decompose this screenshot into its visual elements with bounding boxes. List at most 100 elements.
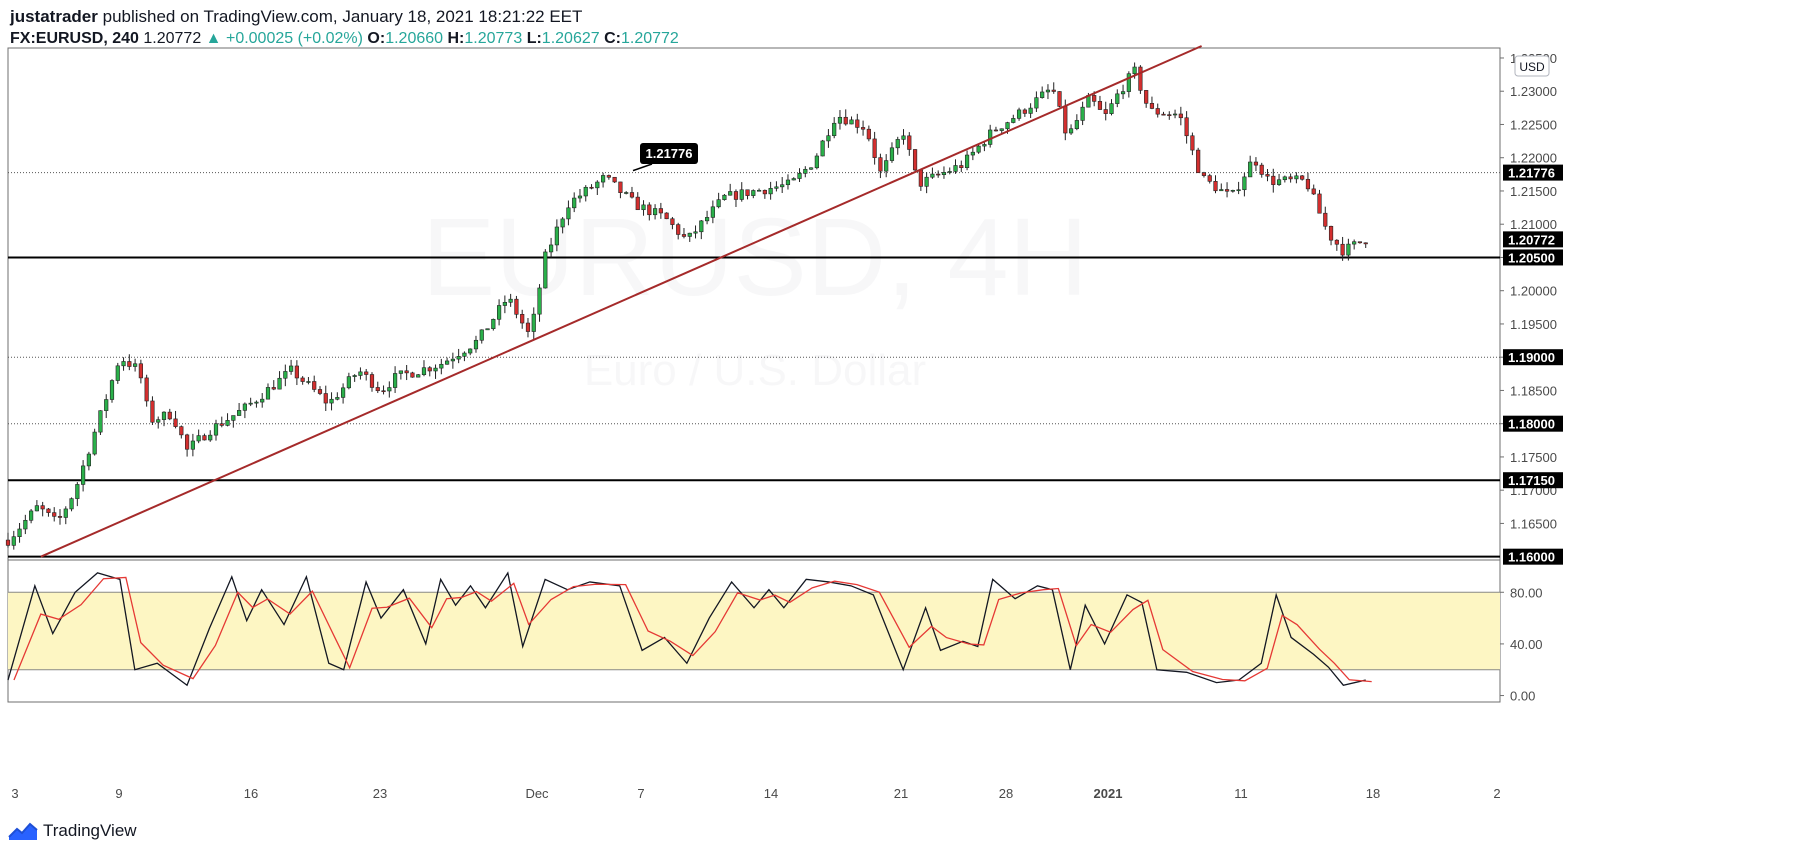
- bullish-candle: [982, 144, 987, 147]
- bullish-candle: [537, 287, 542, 315]
- oscillator-tick-label: 0.00: [1510, 689, 1535, 704]
- main-pane-frame: [7, 47, 1501, 561]
- bearish-candle: [1305, 178, 1311, 190]
- bullish-candle: [1248, 161, 1253, 178]
- bullish-candle: [1276, 179, 1282, 185]
- bullish-candle: [156, 419, 161, 423]
- bearish-candle: [1317, 193, 1322, 214]
- bearish-candle: [57, 516, 63, 518]
- bullish-candle: [231, 415, 236, 421]
- bullish-candle: [704, 217, 710, 222]
- bullish-candle: [768, 188, 773, 195]
- bearish-candle: [167, 411, 172, 420]
- bullish-candle: [1282, 176, 1287, 181]
- bullish-candle: [895, 139, 900, 149]
- bullish-candle: [445, 360, 450, 365]
- bullish-candle: [92, 431, 97, 455]
- bearish-candle: [1022, 109, 1027, 114]
- bearish-candle: [733, 191, 739, 200]
- bearish-candle: [606, 175, 611, 178]
- open-label: O:: [367, 30, 386, 47]
- bullish-candle: [109, 380, 115, 400]
- bearish-candle: [138, 363, 143, 379]
- ascending-trendline: [40, 45, 1203, 558]
- bearish-candle: [618, 181, 623, 193]
- bearish-candle: [1063, 106, 1068, 134]
- bullish-candle: [751, 190, 756, 196]
- published-text: published on TradingView.com, January 18…: [102, 7, 583, 26]
- bullish-candle: [34, 505, 39, 512]
- tradingview-logo-icon: [8, 822, 38, 840]
- bullish-candle: [335, 397, 340, 400]
- bullish-candle: [837, 116, 843, 124]
- bearish-candle: [364, 371, 369, 375]
- level-price-label: 1.18000: [1508, 417, 1555, 432]
- author-name[interactable]: justatrader: [10, 7, 98, 26]
- time-tick-label: 28: [999, 786, 1013, 801]
- bullish-candle: [543, 251, 548, 289]
- bearish-candle: [959, 165, 964, 168]
- tradingview-logo[interactable]: TradingView: [8, 820, 137, 842]
- bullish-candle: [1034, 97, 1039, 109]
- stochastic-k-line: [7, 571, 1366, 687]
- price-tick-label: 1.21500: [1510, 184, 1557, 199]
- bullish-candle: [133, 363, 138, 367]
- bullish-candle: [722, 194, 727, 200]
- bullish-candle: [1109, 103, 1114, 114]
- bullish-candle: [115, 365, 120, 381]
- bullish-candle: [1080, 106, 1085, 121]
- bullish-candle: [964, 154, 970, 168]
- bullish-candle: [1040, 91, 1045, 98]
- bullish-candle: [121, 361, 126, 367]
- bullish-candle: [953, 165, 958, 172]
- bearish-candle: [312, 381, 317, 390]
- bearish-candle: [1184, 117, 1189, 137]
- tradingview-brand: TradingView: [43, 821, 137, 840]
- bearish-candle: [202, 435, 207, 441]
- bullish-candle: [237, 410, 242, 416]
- bearish-candle: [369, 374, 375, 388]
- bearish-candle: [323, 393, 328, 404]
- bullish-candle: [433, 367, 438, 372]
- bullish-candle: [29, 510, 34, 521]
- bearish-candle: [676, 224, 681, 235]
- bullish-candle: [306, 381, 311, 383]
- bullish-candle: [970, 151, 975, 156]
- bearish-candle: [150, 400, 155, 423]
- bullish-candle: [832, 122, 837, 137]
- bullish-candle: [468, 348, 473, 354]
- bullish-candle: [791, 178, 796, 181]
- up-arrow-icon: ▲: [205, 30, 222, 47]
- bearish-candle: [1363, 242, 1368, 245]
- bearish-candle: [681, 234, 687, 237]
- bullish-candle: [808, 167, 814, 170]
- bullish-candle: [577, 195, 583, 199]
- bearish-candle: [1097, 101, 1103, 110]
- price-change: +0.00025 (+0.02%): [225, 30, 363, 47]
- bearish-candle: [410, 372, 415, 378]
- bullish-candle: [502, 301, 507, 306]
- bullish-candle: [196, 435, 201, 442]
- bullish-candle: [11, 536, 16, 546]
- bearish-candle: [670, 218, 675, 225]
- bullish-candle: [329, 398, 334, 404]
- price-tick-label: 1.23000: [1510, 84, 1557, 99]
- bearish-candle: [1196, 149, 1201, 174]
- bullish-candle: [1352, 241, 1357, 245]
- bullish-candle: [23, 519, 28, 530]
- bearish-candle: [762, 189, 767, 195]
- bullish-candle: [999, 128, 1004, 131]
- bullish-candle: [693, 231, 698, 234]
- bearish-candle: [912, 149, 918, 171]
- level-price-tag: [1503, 349, 1563, 366]
- bearish-candle: [375, 387, 380, 392]
- bullish-candle: [1230, 189, 1235, 192]
- bullish-candle: [988, 129, 993, 145]
- symbol-name[interactable]: FX:EURUSD, 240: [10, 30, 139, 47]
- bearish-candle: [1178, 113, 1183, 119]
- bearish-candle: [647, 204, 652, 216]
- price-tick-label: 1.22000: [1510, 151, 1557, 166]
- bullish-candle: [583, 186, 588, 197]
- bullish-candle: [687, 232, 692, 237]
